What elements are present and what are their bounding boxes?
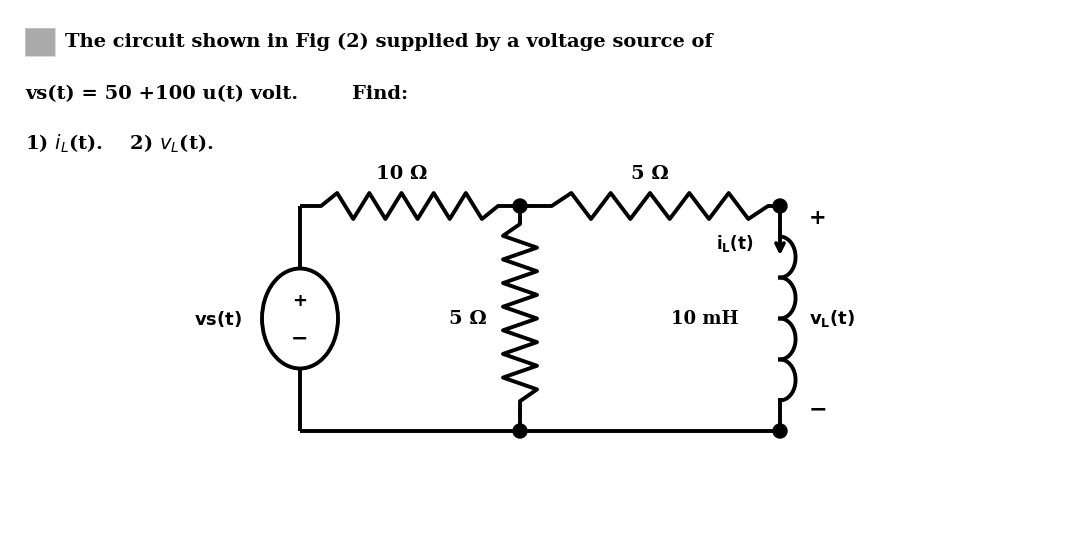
Text: The circuit shown in Fig (2) supplied by a voltage source of: The circuit shown in Fig (2) supplied by…: [65, 33, 713, 51]
Circle shape: [773, 424, 787, 438]
Text: +: +: [293, 292, 308, 309]
Text: 1) $i_L$(t).    2) $v_L$(t).: 1) $i_L$(t). 2) $v_L$(t).: [25, 133, 214, 155]
Text: +: +: [809, 208, 827, 228]
Text: −: −: [292, 329, 309, 348]
Text: 5 Ω: 5 Ω: [449, 309, 487, 327]
Text: 5 Ω: 5 Ω: [631, 165, 669, 183]
Text: $\bf{vs(t)}$: $\bf{vs(t)}$: [194, 309, 242, 329]
Text: 10 mH: 10 mH: [672, 309, 739, 327]
Text: 10 Ω: 10 Ω: [376, 165, 428, 183]
Circle shape: [513, 199, 527, 213]
FancyBboxPatch shape: [25, 28, 55, 56]
Circle shape: [773, 199, 787, 213]
Text: $\bf{i_L(t)}$: $\bf{i_L(t)}$: [716, 233, 754, 254]
Text: vs(t) = 50 +100 u(t) volt.        Find:: vs(t) = 50 +100 u(t) volt. Find:: [25, 85, 408, 103]
Text: $\bf{v_L(t)}$: $\bf{v_L(t)}$: [809, 308, 855, 329]
Text: −: −: [809, 399, 827, 419]
Circle shape: [513, 424, 527, 438]
